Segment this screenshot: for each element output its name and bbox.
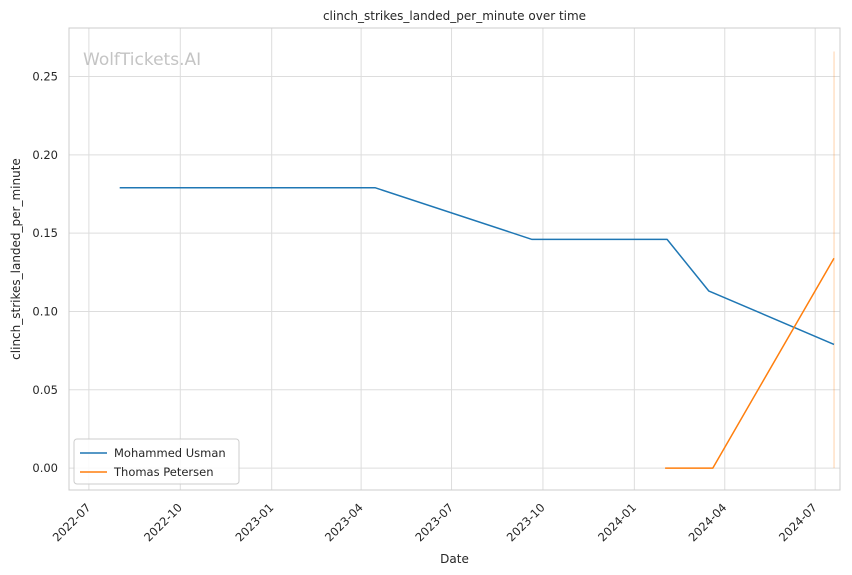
y-tick-label: 0.00 xyxy=(32,461,58,475)
series-line-mohammed-usman xyxy=(119,186,835,346)
y-tick-labels: 0.00 0.05 0.10 0.15 0.20 0.25 xyxy=(32,70,58,476)
x-axis-label: Date xyxy=(440,552,469,566)
legend: Mohammed Usman Thomas Petersen xyxy=(73,438,240,485)
watermark: WolfTickets.AI xyxy=(83,50,201,70)
plot-area-frame xyxy=(68,27,841,491)
series-lines xyxy=(119,51,835,469)
series-line-thomas-petersen xyxy=(665,257,835,469)
legend-box xyxy=(73,438,240,485)
y-axis-label: clinch_strikes_landed_per_minute xyxy=(9,158,23,360)
y-tick-label: 0.10 xyxy=(32,304,58,318)
legend-label: Mohammed Usman xyxy=(114,446,226,460)
x-gridlines xyxy=(88,28,816,490)
y-tick-label: 0.15 xyxy=(32,226,58,240)
chart-title: clinch_strikes_landed_per_minute over ti… xyxy=(323,9,586,23)
y-tick-label: 0.05 xyxy=(32,383,58,397)
legend-label: Thomas Petersen xyxy=(113,465,214,479)
y-tick-label: 0.25 xyxy=(32,70,58,84)
y-tick-label: 0.20 xyxy=(32,148,58,162)
